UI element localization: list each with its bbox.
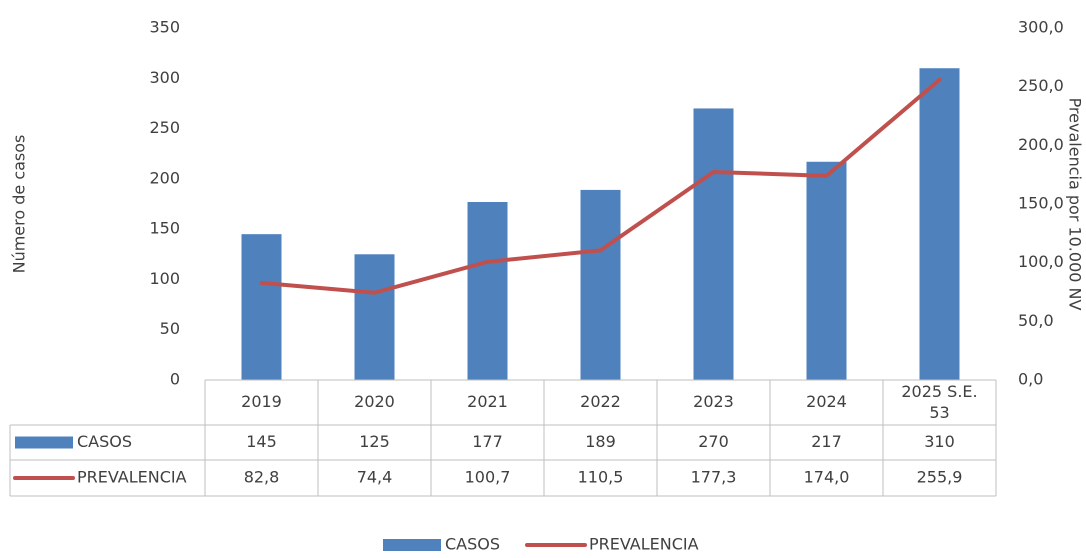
y-tick-label: 300 <box>149 68 180 87</box>
x-tick-label: 2022 <box>580 392 621 412</box>
legend-label: PREVALENCIA <box>589 535 699 554</box>
y-tick-label: 0 <box>170 370 180 389</box>
x-tick-label: 2025 S.E. 53 <box>901 381 978 422</box>
y-tick-label: 200 <box>149 168 180 187</box>
y2-tick-label: 250,0 <box>1018 76 1064 95</box>
table-value: 82,8 <box>244 468 280 487</box>
x-tick-label: 2022 <box>580 392 621 412</box>
table-value: 145 <box>246 432 277 451</box>
x-tick-label: 2020 <box>354 392 395 412</box>
bar <box>241 234 282 380</box>
table-value: 125 <box>359 432 390 451</box>
y-tick-label: 250 <box>149 118 180 137</box>
bar <box>580 189 621 380</box>
y-tick-label: 50 <box>160 319 180 338</box>
y-tick-label: 100 <box>149 269 180 288</box>
table-value: 189 <box>585 432 616 451</box>
y2-tick-label: 150,0 <box>1018 194 1064 213</box>
table-value: 310 <box>924 432 955 451</box>
table-value: 217 <box>811 432 842 451</box>
bar <box>354 254 395 380</box>
y2-tick-label: 300,0 <box>1018 18 1064 37</box>
x-tick-label: 2020 <box>354 392 395 412</box>
bar <box>693 108 734 380</box>
table-value: 100,7 <box>465 468 511 487</box>
x-tick-label: 2021 <box>467 392 508 412</box>
y2-tick-label: 0,0 <box>1018 370 1043 389</box>
table-row-label: CASOS <box>77 432 132 451</box>
x-tick-label: 2019 <box>241 392 282 412</box>
table-value: 74,4 <box>357 468 393 487</box>
x-tick-label: 2023 <box>693 392 734 412</box>
y-axis-label: Número de casos <box>10 135 29 274</box>
table-value: 255,9 <box>917 468 963 487</box>
legend-key <box>383 539 441 551</box>
x-tick-label: 2019 <box>241 392 282 412</box>
x-tick-label: 2025 S.E. 53 <box>901 381 978 422</box>
table-value: 177,3 <box>691 468 737 487</box>
table-value: 174,0 <box>804 468 850 487</box>
x-tick-label: 2024 <box>806 392 847 412</box>
y2-tick-label: 50,0 <box>1018 311 1054 330</box>
table-value: 270 <box>698 432 729 451</box>
bar <box>467 201 508 380</box>
table-value: 177 <box>472 432 503 451</box>
legend-key <box>15 436 73 449</box>
x-tick-label: 2021 <box>467 392 508 412</box>
y-tick-label: 150 <box>149 219 180 238</box>
y2-tick-label: 100,0 <box>1018 252 1064 271</box>
legend-label: CASOS <box>445 535 500 554</box>
bar <box>806 161 847 380</box>
table-value: 110,5 <box>578 468 624 487</box>
table-row-label: PREVALENCIA <box>77 468 187 487</box>
y-tick-label: 350 <box>149 18 180 37</box>
y2-tick-label: 200,0 <box>1018 135 1064 154</box>
x-tick-label: 2024 <box>806 392 847 412</box>
x-tick-label: 2023 <box>693 392 734 412</box>
y2-axis-label: Prevalencia por 10.000 NV <box>1066 98 1085 311</box>
line <box>259 77 942 295</box>
bar <box>919 68 960 380</box>
